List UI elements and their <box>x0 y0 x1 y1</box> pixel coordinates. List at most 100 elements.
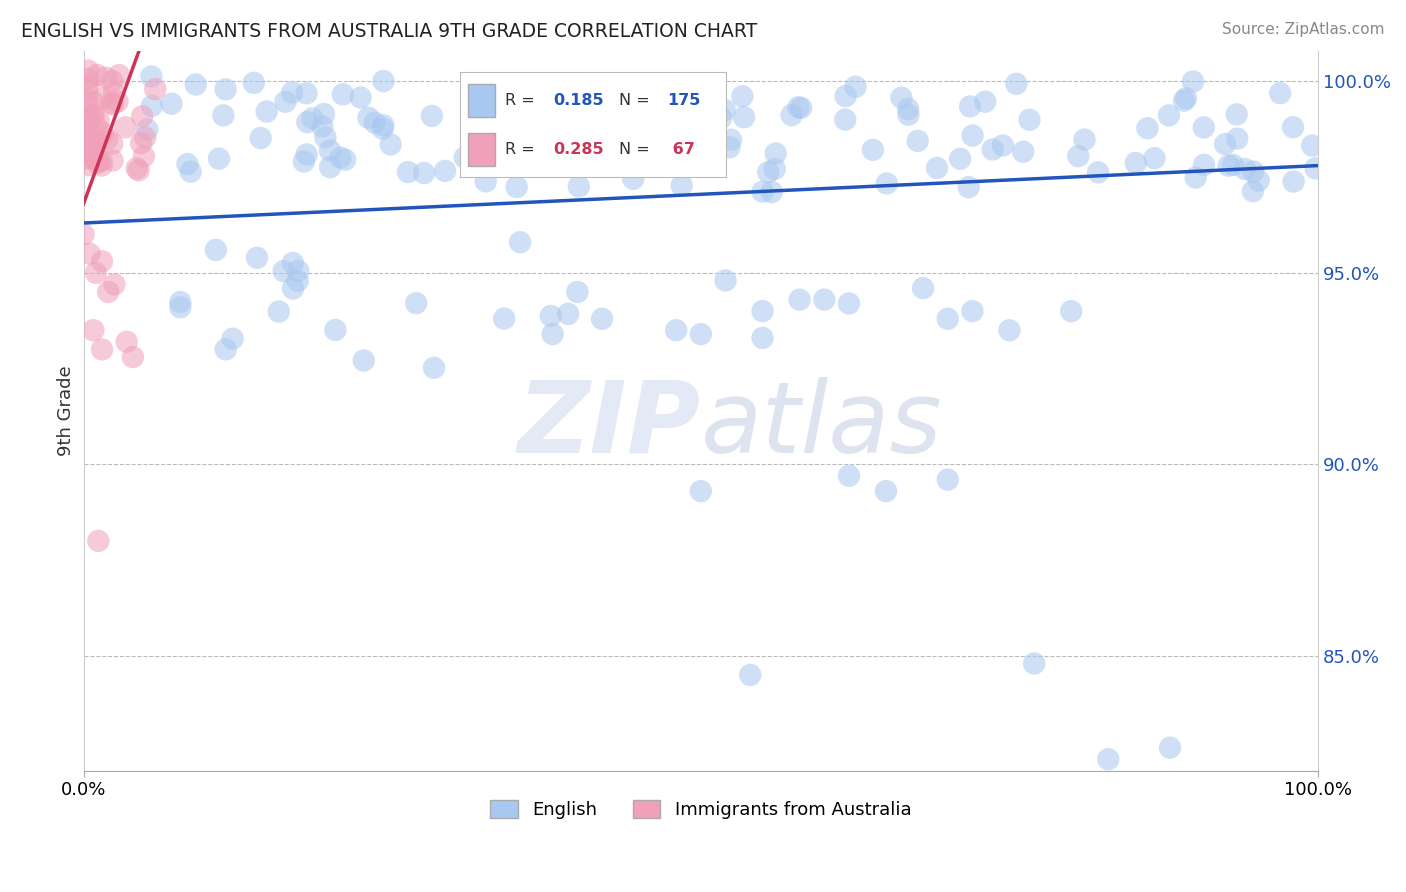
Point <box>292 154 315 169</box>
Point <box>380 137 402 152</box>
Point <box>91 92 114 106</box>
Point <box>243 76 266 90</box>
Point <box>169 295 191 310</box>
Point <box>208 152 231 166</box>
Point <box>76 83 98 97</box>
Point <box>494 311 516 326</box>
Point <box>834 89 856 103</box>
Point <box>420 109 443 123</box>
Point <box>557 307 579 321</box>
Point <box>1241 184 1264 198</box>
Point <box>335 153 357 167</box>
Point <box>1222 158 1244 172</box>
Point <box>267 304 290 318</box>
Point <box>1192 120 1215 135</box>
Point <box>1125 156 1147 170</box>
Point <box>82 109 104 123</box>
Point <box>505 180 527 194</box>
Point <box>77 71 100 86</box>
Point <box>1005 77 1028 91</box>
Point <box>75 127 97 141</box>
Point <box>87 113 110 128</box>
Point <box>141 70 163 84</box>
Point <box>696 112 718 127</box>
Point <box>1174 91 1197 105</box>
Point <box>1087 165 1109 179</box>
Point <box>314 130 336 145</box>
Point <box>256 104 278 119</box>
Point <box>740 668 762 682</box>
Point <box>84 132 107 146</box>
Point <box>689 327 711 342</box>
Point <box>789 293 811 307</box>
Point <box>897 102 920 116</box>
Point <box>834 112 856 127</box>
Point <box>541 327 564 342</box>
Point <box>962 128 984 143</box>
Point <box>596 140 619 154</box>
Point <box>907 134 929 148</box>
Point <box>620 136 643 151</box>
Point <box>780 108 803 122</box>
Point <box>1024 657 1046 671</box>
Point <box>844 79 866 94</box>
Point <box>1157 108 1180 122</box>
Text: atlas: atlas <box>700 376 942 474</box>
Point <box>311 120 333 134</box>
Point <box>107 95 129 109</box>
Point <box>1226 107 1249 121</box>
Point <box>591 311 613 326</box>
Point <box>714 273 737 287</box>
Point <box>756 165 779 179</box>
Point <box>80 145 103 160</box>
Point <box>73 152 96 166</box>
Point <box>295 87 318 101</box>
Point <box>509 235 531 250</box>
Point <box>790 101 813 115</box>
Point <box>77 63 100 78</box>
Point <box>998 323 1021 337</box>
Point <box>568 179 591 194</box>
Point <box>72 227 94 242</box>
Point <box>718 140 741 154</box>
Point <box>176 157 198 171</box>
Point <box>731 89 754 103</box>
Point <box>710 111 733 125</box>
Text: ZIP: ZIP <box>517 376 700 474</box>
Point <box>1143 151 1166 165</box>
Point <box>96 132 118 146</box>
Point <box>1184 170 1206 185</box>
Text: Source: ZipAtlas.com: Source: ZipAtlas.com <box>1222 22 1385 37</box>
Point <box>160 96 183 111</box>
Point <box>122 350 145 364</box>
Point <box>357 111 380 125</box>
Point <box>751 185 773 199</box>
Point <box>763 161 786 176</box>
Point <box>671 178 693 193</box>
Point <box>564 113 586 128</box>
Point <box>637 153 659 167</box>
Point <box>87 533 110 548</box>
Point <box>1097 752 1119 766</box>
Point <box>143 82 166 96</box>
Point <box>273 264 295 278</box>
Point <box>184 78 207 92</box>
Point <box>329 151 352 165</box>
Point <box>454 150 477 164</box>
Point <box>97 285 120 299</box>
Point <box>761 185 783 199</box>
Point <box>648 125 671 139</box>
Point <box>897 108 920 122</box>
Point <box>297 115 319 129</box>
Point <box>90 159 112 173</box>
Point <box>373 119 395 133</box>
Point <box>301 112 323 126</box>
Point <box>287 274 309 288</box>
Point <box>94 70 117 85</box>
Point <box>86 156 108 170</box>
Point <box>287 264 309 278</box>
Point <box>862 143 884 157</box>
Point <box>79 158 101 172</box>
Point <box>90 153 112 168</box>
Point <box>936 311 959 326</box>
